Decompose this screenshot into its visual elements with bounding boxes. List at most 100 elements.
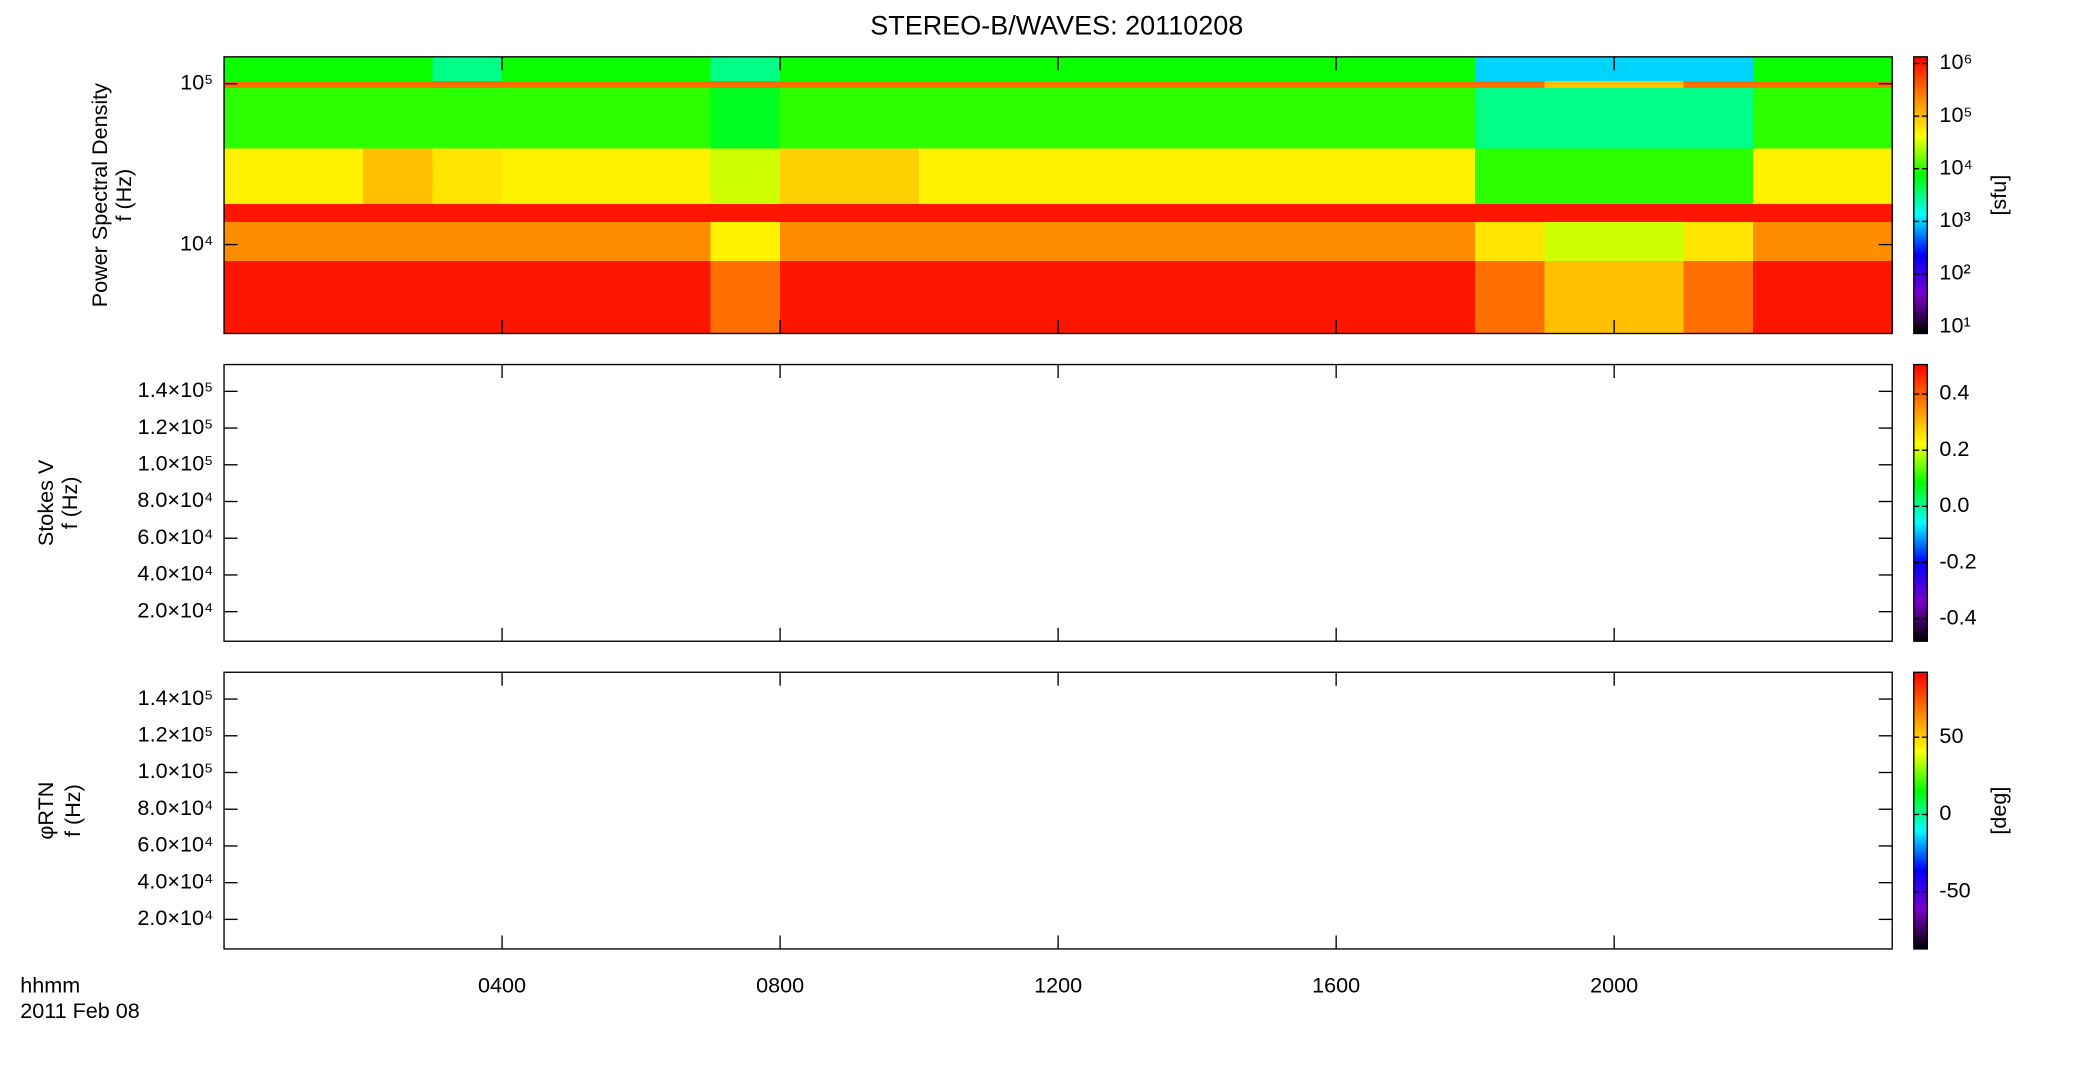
heatmap-cell [502, 221, 573, 261]
heatmap-cell [1336, 147, 1407, 205]
colorbar-tick-label: 0.4 [1939, 380, 1969, 405]
heatmap-cell [1753, 80, 1824, 88]
y-tick-label: 6.0×10⁴ [137, 524, 213, 549]
heatmap-cell [1127, 56, 1198, 82]
heatmap-cell [1683, 221, 1754, 261]
heatmap-cell [1058, 87, 1129, 149]
colorbar-tick-label: 10¹ [1939, 312, 1970, 337]
heatmap-cell [988, 147, 1059, 205]
heatmap-cell [1336, 221, 1407, 261]
heatmap-cell [710, 221, 781, 261]
y-tick-label: 2.0×10⁴ [137, 905, 213, 930]
heatmap-cell [641, 203, 712, 222]
heatmap-cell [1614, 221, 1685, 261]
heatmap-cell [1266, 80, 1337, 88]
y-axis-label: Stokes V [33, 459, 58, 546]
heatmap-cell [502, 87, 573, 149]
heatmap-cell [1683, 87, 1754, 149]
heatmap-cell [1753, 260, 1824, 335]
heatmap-cell [919, 80, 990, 88]
colorbar-tick-label: 10⁴ [1939, 154, 1972, 179]
heatmap-cell [1336, 80, 1407, 88]
heatmap-cell [1405, 260, 1476, 335]
y-axis-label: f (Hz) [57, 477, 82, 530]
heatmap-cell [919, 203, 990, 222]
heatmap-cell [1197, 203, 1268, 222]
colorbar-tick-label: 0 [1939, 800, 1951, 825]
heatmap-cell [919, 221, 990, 261]
heatmap-cell [1753, 87, 1824, 149]
heatmap-cell [1614, 260, 1685, 335]
colorbar-tick-label: -0.2 [1939, 548, 1976, 573]
heatmap-cell [1197, 87, 1268, 149]
heatmap-cell [1127, 80, 1198, 88]
heatmap-cell [224, 87, 295, 149]
heatmap-cell [1614, 87, 1685, 149]
heatmap-cell [988, 56, 1059, 82]
heatmap-cell [1405, 221, 1476, 261]
colorbar-tick-label: -50 [1939, 877, 1970, 902]
heatmap-cell [1058, 80, 1129, 88]
date-label: 2011 Feb 08 [20, 998, 140, 1023]
heatmap-cell [641, 80, 712, 88]
x-tick-label: 0800 [756, 972, 804, 997]
heatmap-cell [1822, 80, 1893, 88]
x-tick-label: 1200 [1034, 972, 1082, 997]
colorbar-tick-label: 10⁶ [1939, 49, 1972, 74]
heatmap-cell [1822, 221, 1893, 261]
heatmap-cell [1127, 203, 1198, 222]
heatmap-cell [363, 56, 434, 82]
heatmap-cell [849, 203, 920, 222]
y-tick-label: 8.0×10⁴ [137, 795, 213, 820]
heatmap-cell [224, 147, 295, 205]
heatmap-cell [1544, 203, 1615, 222]
heatmap-cell [1336, 260, 1407, 335]
y-axis-label: Power Spectral Density [87, 83, 112, 307]
heatmap-cell [432, 260, 503, 335]
heatmap-cell [1822, 203, 1893, 222]
heatmap-cell [1197, 260, 1268, 335]
colorbar-tick-label: 10² [1939, 260, 1970, 285]
heatmap-cell [432, 87, 503, 149]
heatmap-cell [710, 80, 781, 88]
heatmap-cell [224, 260, 295, 335]
y-tick-label: 1.0×10⁵ [138, 450, 214, 475]
heatmap-cell [1266, 87, 1337, 149]
heatmap-cell [1614, 56, 1685, 82]
heatmap-cell [1127, 147, 1198, 205]
heatmap-cell [1544, 87, 1615, 149]
heatmap-cell [780, 260, 851, 335]
heatmap-cell [1266, 260, 1337, 335]
y-axis-label: f (Hz) [111, 169, 136, 222]
heatmap-cell [1058, 203, 1129, 222]
heatmap-cell [1614, 147, 1685, 205]
heatmap-cell [1683, 56, 1754, 82]
heatmap-cell [1475, 56, 1546, 82]
heatmap-cell [1058, 147, 1129, 205]
heatmap-cell [1266, 221, 1337, 261]
x-tick-label: 1600 [1312, 972, 1360, 997]
y-tick-label: 8.0×10⁴ [137, 487, 213, 512]
y-axis-label: φRTN [33, 782, 58, 840]
colorbar-tick-label: 50 [1939, 723, 1963, 748]
heatmap-cell [1544, 221, 1615, 261]
heatmap-cell [919, 87, 990, 149]
heatmap-cell [849, 80, 920, 88]
heatmap-cell [641, 260, 712, 335]
heatmap-cell [571, 80, 642, 88]
heatmap-cell [1405, 203, 1476, 222]
heatmap-cell [710, 260, 781, 335]
heatmap-cell [1822, 56, 1893, 82]
heatmap-cell [1405, 87, 1476, 149]
heatmap-cell [849, 56, 920, 82]
heatmap-cell [1614, 80, 1685, 88]
heatmap-cell [1058, 221, 1129, 261]
heatmap-cell [571, 203, 642, 222]
heatmap-cell [363, 221, 434, 261]
colorbar-tick-label: 10⁵ [1939, 102, 1972, 127]
heatmap-cell [293, 260, 364, 335]
heatmap-cell [293, 56, 364, 82]
plot-frame [223, 671, 1893, 950]
heatmap-cell [1058, 56, 1129, 82]
